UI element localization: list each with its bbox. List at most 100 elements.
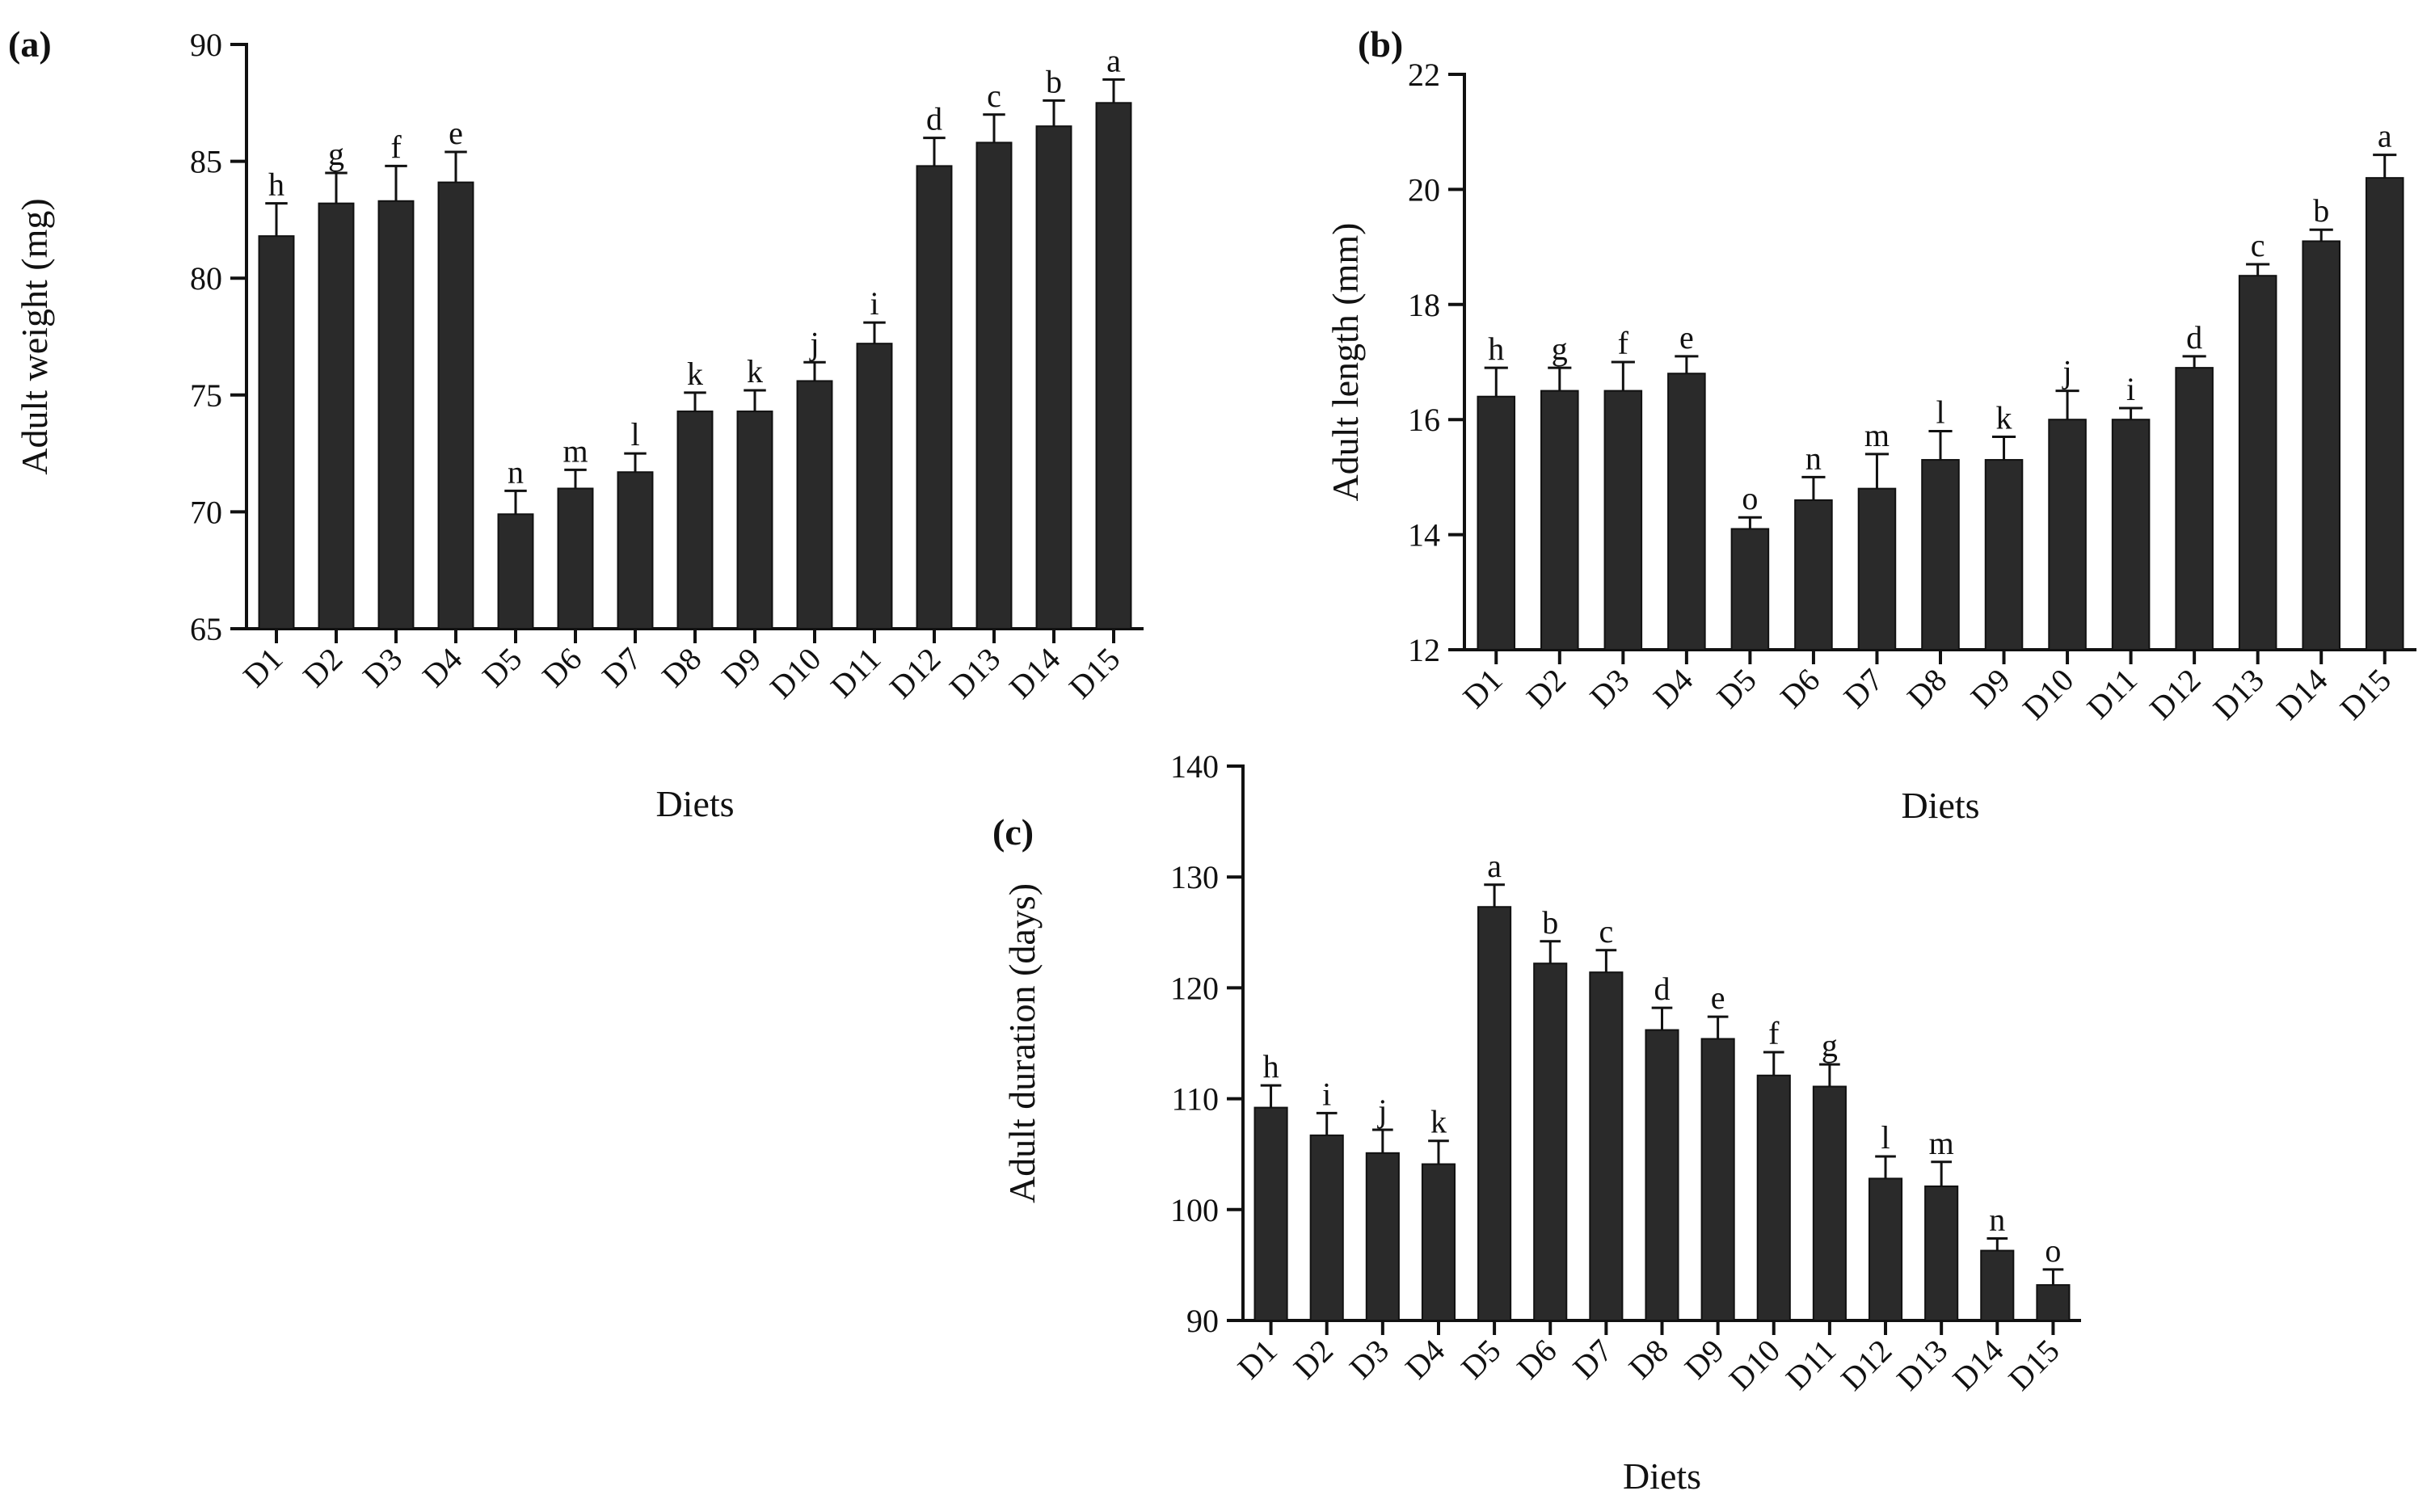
x-tick-label: D11	[824, 641, 887, 705]
panel-c-adult-duration: (c) 90 100 110 120 130 140 h D1 i D2 j D3 k D4 a D5 b D6 c D…	[992, 748, 2081, 1497]
panel-b-adult-length: (b) 12 14 16 18 20 22 h D1 g D2 f D3 e D4 o D5 n D6 m D7 l D8 k…	[1325, 23, 2416, 826]
x-tick-label: D6	[1510, 1333, 1563, 1386]
x-tick-label: D4	[1646, 662, 1700, 715]
bar-d6	[557, 487, 594, 630]
significance-label: j	[2062, 354, 2072, 390]
x-tick-label: D7	[1565, 1333, 1619, 1386]
y-tick-label: 90	[1186, 1303, 1219, 1339]
bar-d14	[1035, 125, 1072, 630]
bar-d15	[1095, 102, 1132, 630]
y-tick-label: 14	[1408, 517, 1440, 554]
significance-label: c	[1599, 913, 1613, 950]
x-axis-title: Diets	[1623, 1455, 1701, 1497]
y-tick-label: 110	[1171, 1081, 1219, 1118]
significance-label: n	[1989, 1201, 2005, 1237]
bar-d5	[1730, 528, 1770, 651]
x-tick-label: D11	[2079, 662, 2143, 726]
bar-d5	[1477, 906, 1512, 1322]
x-tick-label: D5	[475, 641, 529, 694]
x-tick-label: D13	[1890, 1333, 1955, 1398]
significance-label: e	[1679, 319, 1694, 356]
bar-d3	[1365, 1152, 1400, 1321]
significance-label: a	[1106, 42, 1121, 78]
bar-d15	[2036, 1284, 2071, 1321]
significance-label: j	[808, 325, 819, 361]
significance-label: f	[1768, 1015, 1780, 1051]
significance-label: e	[449, 115, 463, 151]
x-tick-label: D9	[1678, 1333, 1731, 1386]
y-tick-label: 20	[1408, 171, 1440, 208]
significance-label: i	[2126, 371, 2135, 407]
bar-d4	[1667, 373, 1706, 651]
x-tick-label: D9	[1964, 662, 2017, 715]
x-tick-label: D14	[1945, 1333, 2011, 1398]
bar-d1	[1253, 1106, 1288, 1322]
significance-label: j	[1376, 1093, 1387, 1129]
bar-d3	[377, 200, 415, 630]
bar-d2	[318, 202, 355, 630]
significance-label: d	[1654, 971, 1671, 1007]
x-tick-label: D15	[2333, 662, 2399, 727]
y-tick-label: 12	[1408, 632, 1440, 668]
significance-label: f	[390, 128, 402, 165]
significance-label: k	[747, 353, 763, 390]
significance-label: b	[2313, 192, 2329, 229]
bar-d7	[1589, 971, 1624, 1322]
x-tick-label: D15	[2001, 1333, 2067, 1398]
significance-label: o	[2045, 1232, 2061, 1269]
x-tick-label: D5	[1454, 1333, 1507, 1386]
bar-d3	[1603, 390, 1643, 651]
bar-d15	[2365, 177, 2404, 651]
x-tick-label: D2	[1287, 1333, 1340, 1386]
significance-label: d	[2186, 319, 2202, 356]
y-axis-title: Adult weight (mg)	[14, 198, 55, 474]
bar-d7	[617, 471, 654, 630]
x-tick-label: D2	[1519, 662, 1573, 715]
x-tick-label: D7	[1836, 662, 1890, 715]
x-tick-label: D4	[1398, 1333, 1451, 1386]
bar-d5	[497, 513, 534, 630]
significance-label: k	[1430, 1104, 1447, 1140]
bar-d13	[975, 141, 1013, 630]
x-tick-label: D9	[714, 641, 768, 694]
bar-d1	[1477, 395, 1516, 651]
significance-label: m	[1864, 417, 1890, 453]
x-tick-label: D12	[2142, 662, 2208, 727]
bar-d9	[1700, 1038, 1735, 1321]
y-tick-label: 75	[190, 377, 222, 414]
x-tick-label: D12	[1834, 1333, 1899, 1398]
y-tick-label: 130	[1170, 859, 1219, 895]
bar-d8	[1921, 459, 1960, 651]
significance-label: l	[1936, 394, 1944, 430]
panel-label: (a)	[8, 23, 52, 65]
bar-d1	[258, 235, 295, 630]
bar-d8	[676, 411, 714, 630]
significance-label: o	[1742, 480, 1758, 516]
x-tick-label: D10	[1722, 1333, 1788, 1398]
panel-label: (b)	[1358, 23, 1403, 65]
x-tick-label: D8	[1621, 1333, 1675, 1386]
bar-d11	[2111, 419, 2151, 651]
bar-d4	[437, 181, 474, 630]
significance-label: l	[630, 416, 639, 453]
bar-d11	[1812, 1085, 1847, 1322]
x-tick-label: D4	[415, 641, 469, 694]
bar-d7	[1857, 487, 1897, 651]
significance-label: g	[1552, 331, 1568, 367]
bar-d10	[796, 380, 833, 630]
x-tick-label: D5	[1709, 662, 1763, 715]
y-tick-label: 85	[190, 144, 222, 180]
significance-label: b	[1046, 63, 1062, 99]
significance-label: h	[268, 166, 284, 203]
significance-label: b	[1542, 904, 1558, 941]
bar-d8	[1645, 1029, 1679, 1321]
significance-label: i	[1322, 1076, 1331, 1112]
bar-d9	[736, 411, 773, 630]
bar-d10	[1756, 1074, 1791, 1321]
bar-d13	[1924, 1185, 1959, 1322]
x-tick-label: D14	[1002, 641, 1068, 706]
significance-label: m	[562, 432, 588, 469]
x-tick-label: D10	[2016, 662, 2081, 727]
y-tick-label: 65	[190, 611, 222, 647]
y-tick-label: 16	[1408, 402, 1440, 438]
